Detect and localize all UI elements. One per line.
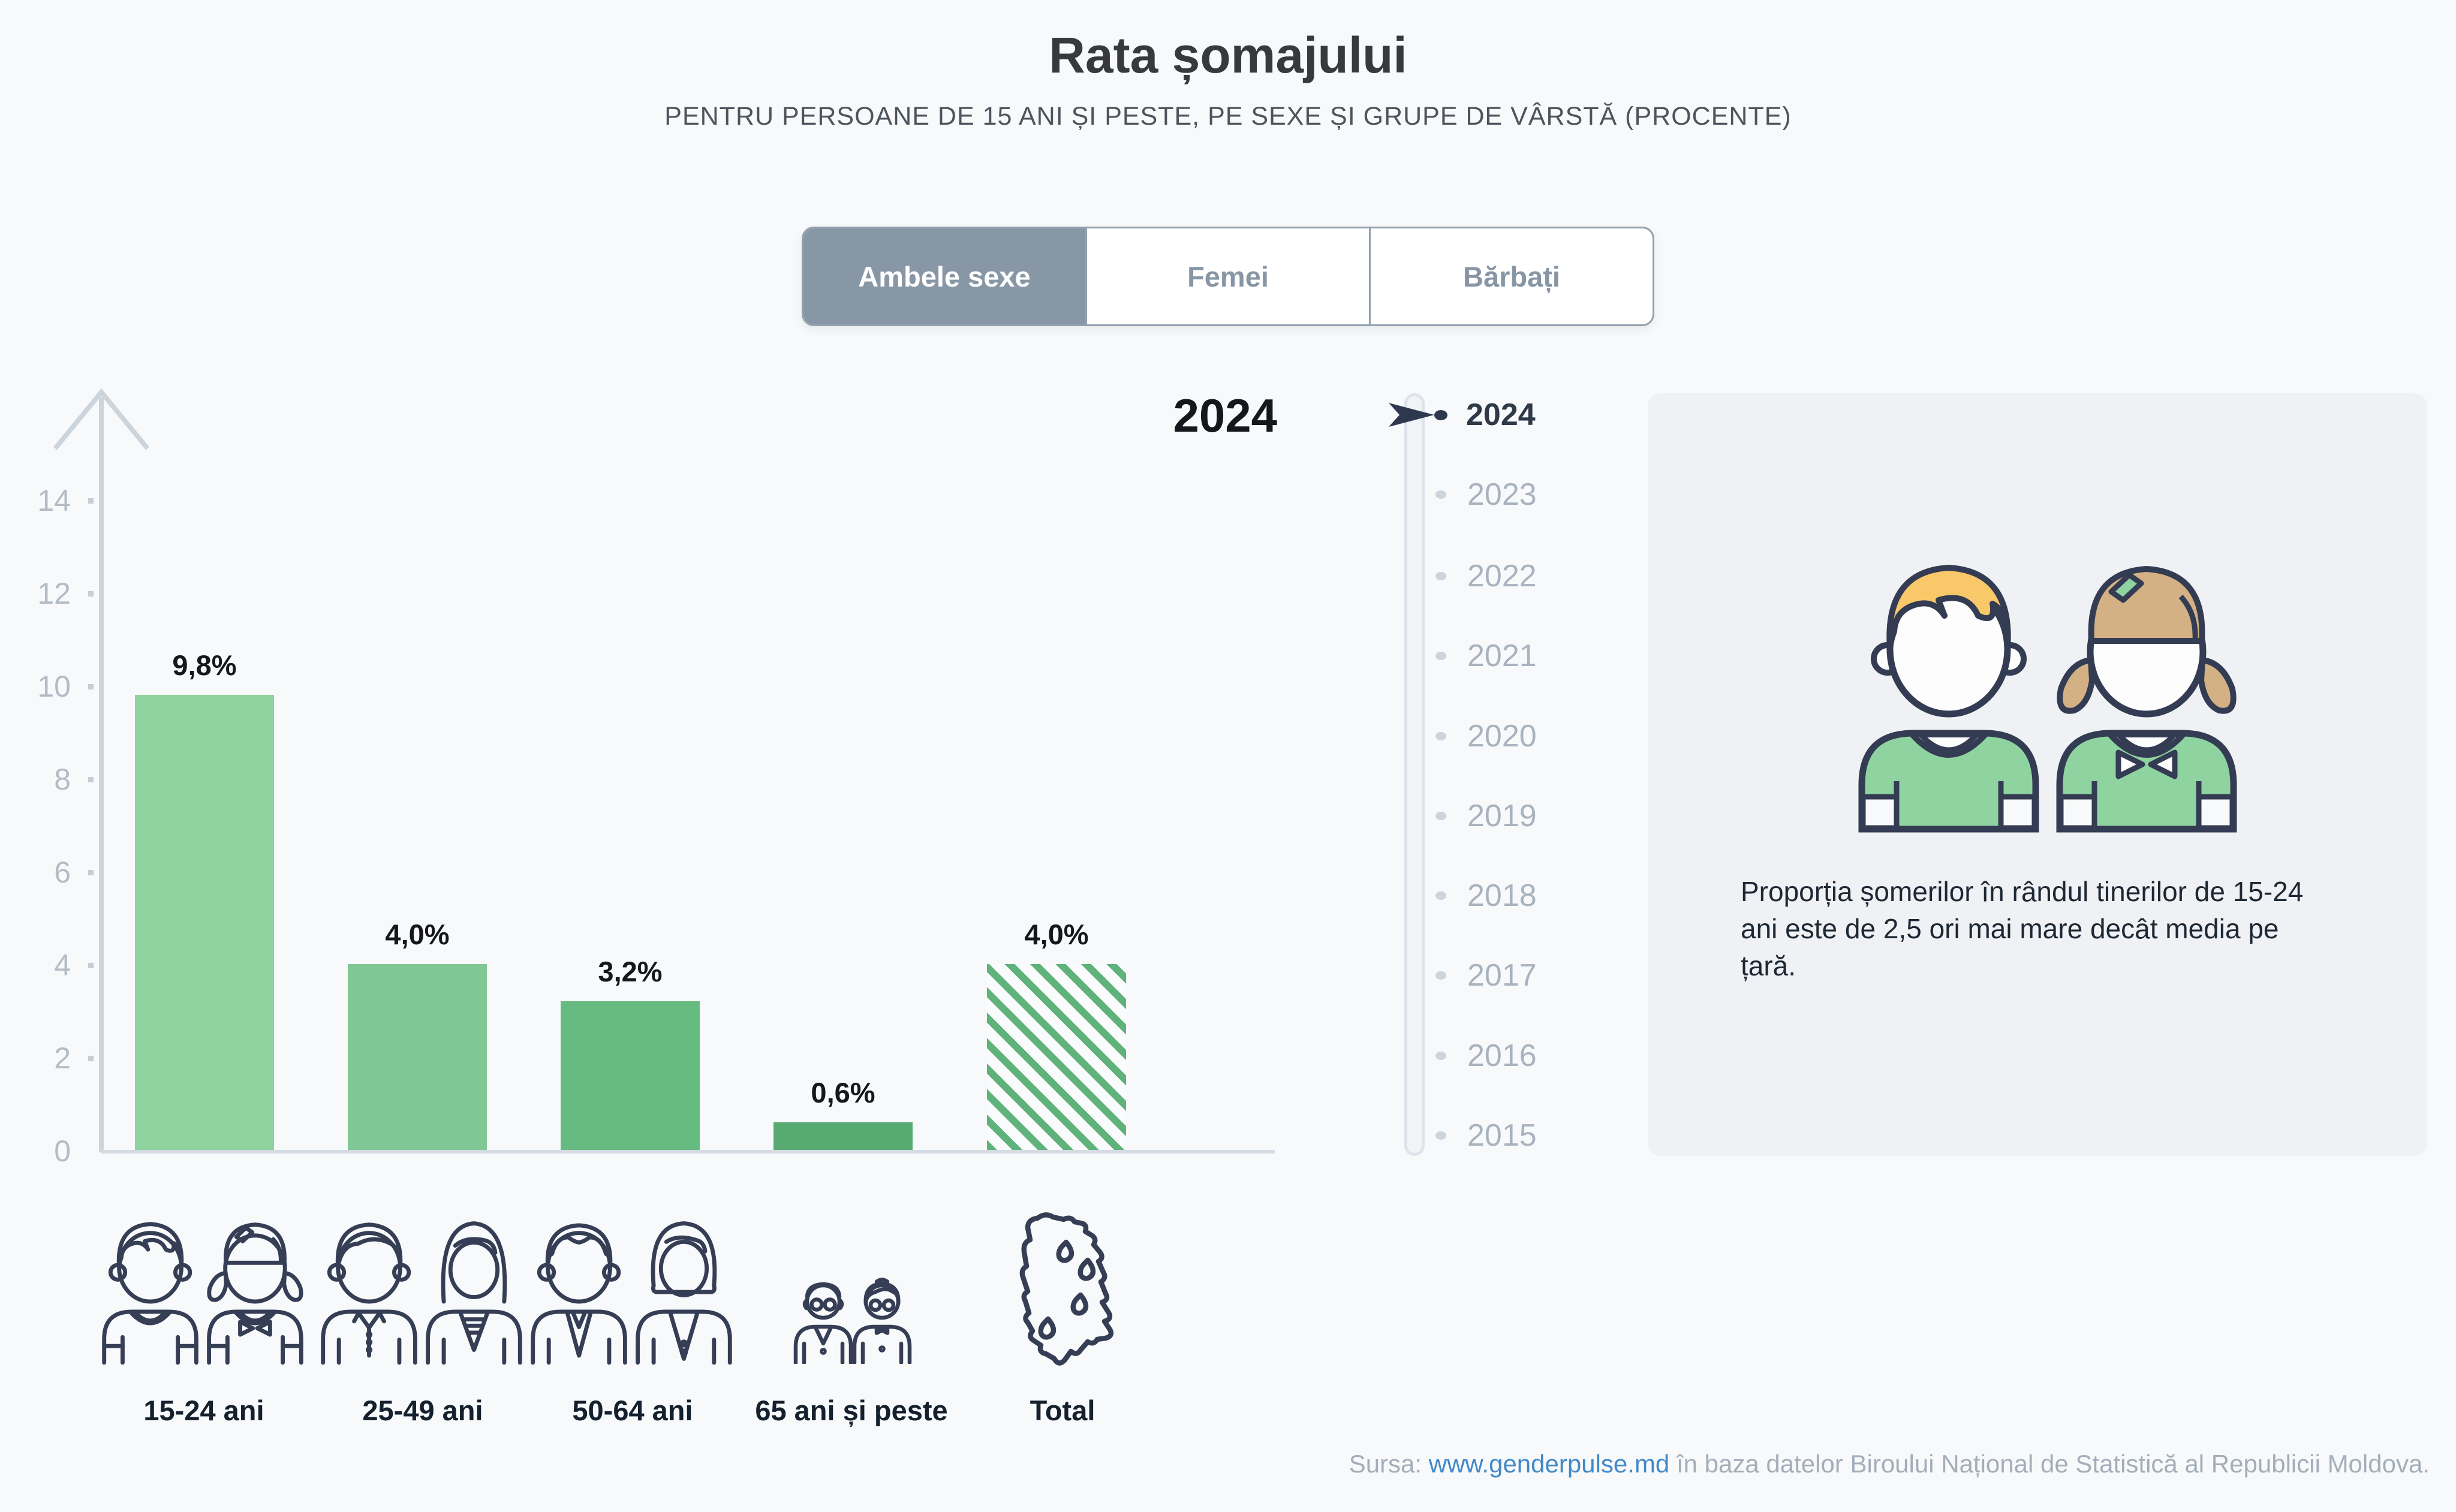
y-axis-label: 2 — [54, 1041, 71, 1075]
timeline-year-2022[interactable]: 2022 — [1397, 555, 1537, 597]
category-label-65-plus: 65 ani și peste — [755, 1394, 948, 1426]
y-axis-tick — [88, 684, 94, 689]
insight-text: Proporția șomerilor în rândul tinerilor … — [1741, 876, 2304, 982]
timeline-dot — [1435, 971, 1446, 980]
source-link[interactable]: www.genderpulse.md — [1428, 1450, 1670, 1478]
source-line: Sursa: www.genderpulse.md în baza datelo… — [1349, 1450, 2430, 1478]
timeline-dot — [1435, 812, 1446, 820]
age-25-49-icon — [321, 1221, 522, 1365]
y-axis-tick — [88, 870, 94, 875]
timeline-year-2017[interactable]: 2017 — [1397, 954, 1537, 996]
current-year-label: 2024 — [1173, 389, 1277, 442]
timeline-year-2020[interactable]: 2020 — [1397, 715, 1537, 757]
y-axis-label: 6 — [54, 856, 71, 889]
timeline-year-2018[interactable]: 2018 — [1397, 875, 1537, 917]
y-axis-label: 10 — [37, 670, 71, 703]
y-axis-label: 4 — [54, 948, 71, 982]
category-label-25-49: 25-49 ani — [362, 1394, 483, 1426]
timeline-dot — [1435, 891, 1446, 900]
age-15-24-icon — [102, 1222, 303, 1365]
bar-value-label: 4,0% — [385, 918, 450, 950]
age-65-plus-icon — [793, 1278, 912, 1364]
timeline-dot — [1435, 490, 1446, 499]
timeline-dot — [1435, 1052, 1446, 1060]
bar-total[interactable]: 4,0% — [987, 918, 1126, 1150]
y-axis-label: 14 — [37, 484, 71, 517]
timeline-dot — [1435, 1131, 1446, 1140]
y-axis-label: 12 — [37, 577, 71, 610]
timeline-dot — [1435, 652, 1446, 660]
age-50-64-icon — [531, 1221, 732, 1365]
insight-panel: Proporția șomerilor în rândul tinerilor … — [1648, 393, 2427, 1156]
category-label-total: Total — [1030, 1394, 1095, 1426]
bar-value-label: 3,2% — [598, 956, 663, 987]
bar-value-label: 0,6% — [811, 1076, 875, 1109]
timeline-year-2024[interactable]: 2024 — [1397, 394, 1536, 436]
sex-filter-tabs: Ambele sexe Femei Bărbați — [802, 227, 1654, 326]
y-axis-tick — [88, 591, 94, 597]
bar-value-label: 4,0% — [1024, 918, 1089, 950]
year-timeline: 2024 2023 2022 2021 2020 2019 2018 2017 … — [1397, 390, 1649, 1163]
bar-15-24[interactable]: 9,8% — [135, 649, 274, 1150]
timeline-cursor-icon[interactable] — [1389, 399, 1434, 430]
timeline-dot — [1435, 732, 1446, 740]
y-axis-tick — [88, 1056, 94, 1061]
y-axis-tick — [88, 777, 94, 782]
y-axis-label: 0 — [54, 1134, 71, 1168]
timeline-year-2015[interactable]: 2015 — [1397, 1115, 1537, 1156]
x-axis-line — [101, 1150, 1275, 1153]
bar-25-49[interactable]: 4,0% — [348, 918, 487, 1150]
page-title: Rata șomajului — [1049, 27, 1407, 83]
timeline-year-2019[interactable]: 2019 — [1397, 795, 1537, 837]
moldova-map-icon — [1019, 1212, 1114, 1366]
bar-value-label: 9,8% — [172, 649, 237, 681]
page-subtitle: PENTRU PERSOANE DE 15 ANI ȘI PESTE, PE S… — [664, 102, 1792, 131]
tab-barbati[interactable]: Bărbați — [1369, 228, 1653, 324]
category-label-50-64: 50-64 ani — [572, 1394, 693, 1426]
timeline-track[interactable] — [1404, 393, 1425, 1156]
timeline-dot — [1435, 572, 1446, 580]
tab-ambele-sexe[interactable]: Ambele sexe — [803, 228, 1085, 324]
y-axis-label: 8 — [54, 763, 71, 796]
timeline-dot — [1434, 409, 1447, 420]
category-label-15-24: 15-24 ani — [143, 1394, 264, 1426]
tab-femei[interactable]: Femei — [1085, 228, 1369, 324]
y-axis-tick — [88, 498, 94, 504]
timeline-year-2021[interactable]: 2021 — [1397, 635, 1537, 677]
source-suffix: în baza datelor Biroului Național de Sta… — [1669, 1450, 2430, 1478]
y-axis-tick — [88, 963, 94, 968]
timeline-year-2016[interactable]: 2016 — [1397, 1035, 1537, 1077]
bar-65-plus[interactable]: 0,6% — [773, 1077, 913, 1150]
source-prefix: Sursa: — [1349, 1450, 1429, 1478]
bar-chart: 9,8% 4,0% 3,2% 0,6% 4,0% — [102, 390, 1277, 1150]
y-axis-arrow — [53, 388, 150, 1152]
teen-couple-illustration — [1858, 565, 2237, 833]
bar-50-64[interactable]: 3,2% — [561, 956, 700, 1150]
timeline-year-2023[interactable]: 2023 — [1397, 474, 1537, 516]
